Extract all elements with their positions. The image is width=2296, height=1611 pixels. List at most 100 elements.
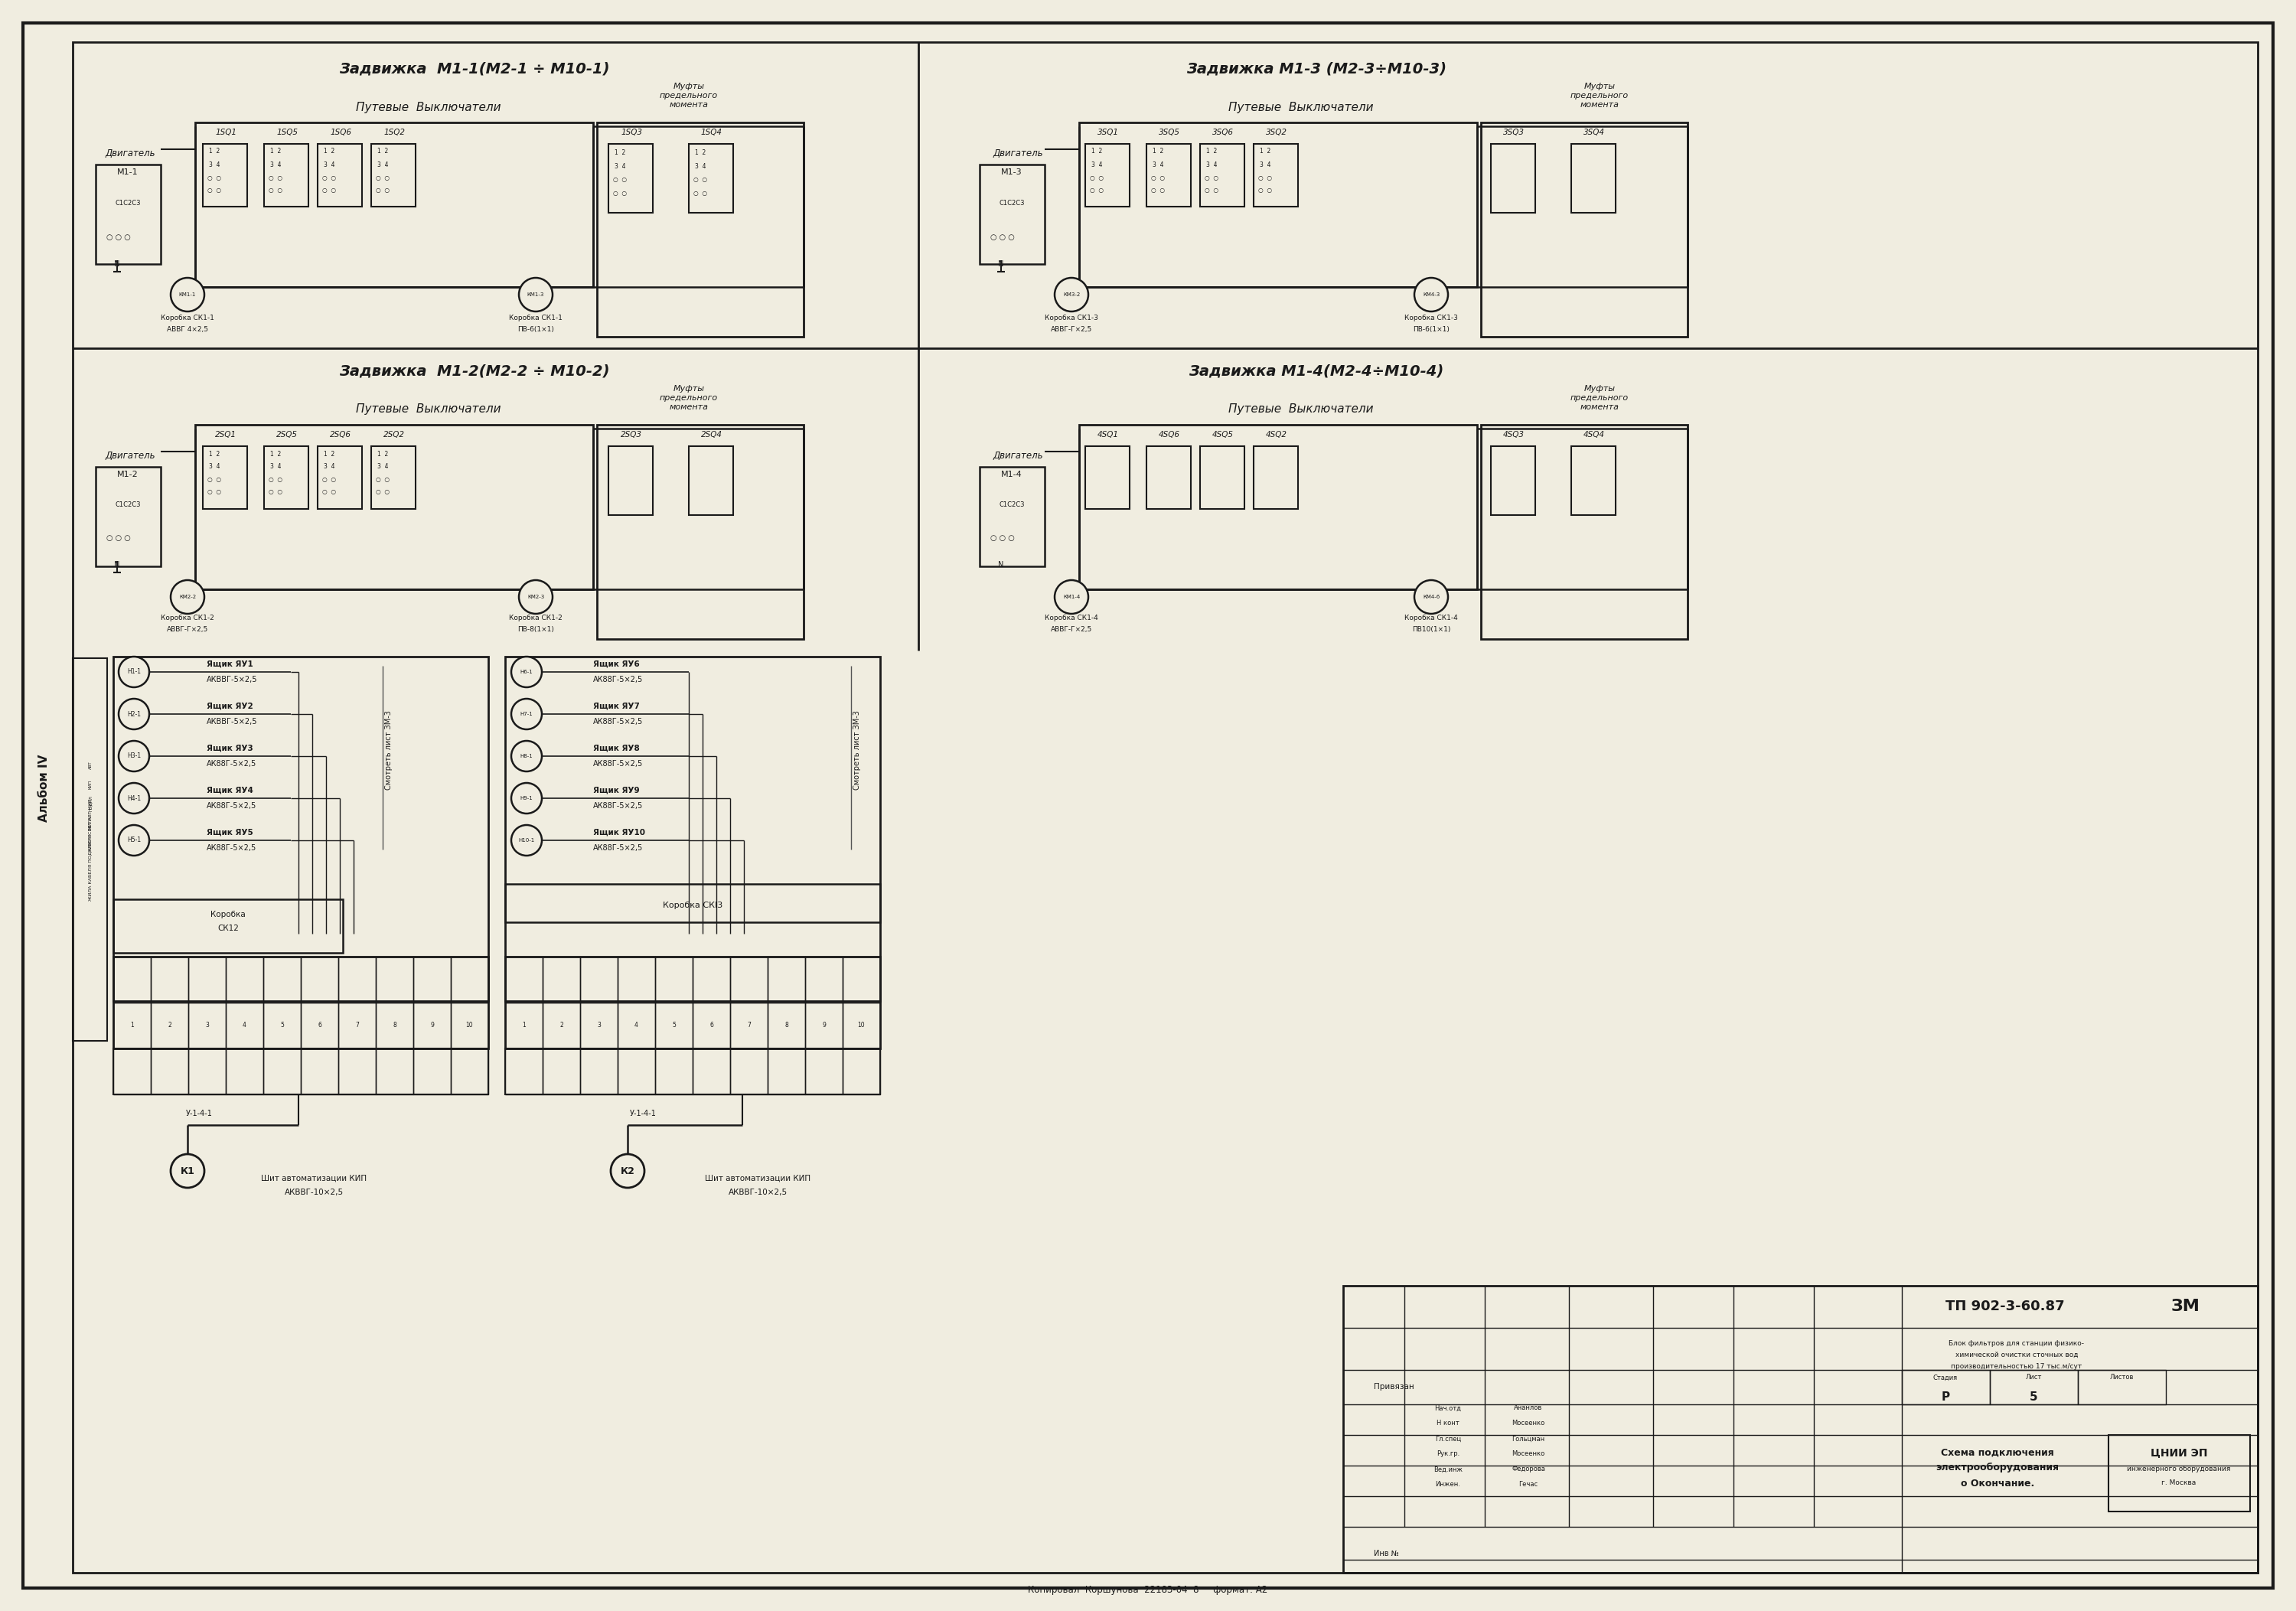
Text: 3  4: 3 4 bbox=[324, 464, 335, 470]
Circle shape bbox=[1054, 277, 1088, 311]
Circle shape bbox=[170, 580, 204, 614]
Text: N: N bbox=[115, 561, 119, 569]
Bar bbox=[195, 425, 592, 590]
Text: 1SQ5: 1SQ5 bbox=[276, 129, 298, 137]
Text: 3  4: 3 4 bbox=[271, 161, 280, 168]
Text: 4SQ1: 4SQ1 bbox=[1097, 430, 1118, 438]
Bar bbox=[1086, 143, 1130, 206]
Text: о Окончание.: о Окончание. bbox=[1961, 1479, 2034, 1489]
Text: Н конт: Н конт bbox=[1437, 1419, 1460, 1427]
Text: ○  ○: ○ ○ bbox=[377, 477, 390, 483]
Bar bbox=[317, 446, 363, 509]
Text: ○  ○: ○ ○ bbox=[693, 177, 707, 184]
Bar bbox=[301, 1049, 338, 1094]
Bar bbox=[693, 1049, 730, 1094]
Bar bbox=[689, 446, 732, 516]
Text: 8: 8 bbox=[785, 1021, 788, 1029]
Bar bbox=[188, 957, 225, 1002]
Bar bbox=[113, 1049, 489, 1094]
Bar bbox=[597, 425, 804, 640]
Text: 5: 5 bbox=[673, 1021, 675, 1029]
Text: ПВ10(1×1): ПВ10(1×1) bbox=[1412, 625, 1451, 633]
Text: ЦНИИ ЭП: ЦНИИ ЭП bbox=[2151, 1447, 2206, 1458]
Text: C1C2C3: C1C2C3 bbox=[999, 501, 1024, 509]
Text: ○  ○: ○ ○ bbox=[321, 488, 335, 496]
Bar bbox=[581, 1049, 618, 1094]
Text: ○  ○: ○ ○ bbox=[207, 174, 220, 180]
Bar bbox=[730, 957, 767, 1002]
Text: 3  4: 3 4 bbox=[271, 464, 280, 470]
Bar bbox=[980, 164, 1045, 264]
Text: Гольцман: Гольцман bbox=[1511, 1435, 1545, 1442]
Text: Двигатель: Двигатель bbox=[106, 451, 156, 461]
Bar bbox=[301, 1002, 338, 1049]
Text: Коробка СК1-2: Коробка СК1-2 bbox=[510, 615, 563, 622]
Text: Н6-1: Н6-1 bbox=[521, 670, 533, 675]
Bar bbox=[654, 957, 693, 1002]
Text: 3  4: 3 4 bbox=[696, 163, 705, 171]
Text: 1SQ1: 1SQ1 bbox=[216, 129, 236, 137]
Bar bbox=[113, 1002, 152, 1049]
Bar bbox=[413, 957, 450, 1002]
Text: ПВ-8(1×1): ПВ-8(1×1) bbox=[517, 625, 553, 633]
Text: АКВВГ-5×2,5: АКВВГ-5×2,5 bbox=[207, 675, 257, 683]
Bar bbox=[338, 1002, 377, 1049]
Text: Листов: Листов bbox=[2110, 1374, 2133, 1381]
Text: Н9-1: Н9-1 bbox=[521, 796, 533, 801]
Text: 3  4: 3 4 bbox=[377, 161, 388, 168]
Bar bbox=[608, 143, 652, 213]
Text: 2SQ4: 2SQ4 bbox=[700, 430, 723, 438]
Text: ПВ-6(1×1): ПВ-6(1×1) bbox=[1412, 325, 1449, 332]
Text: Двигатель: Двигатель bbox=[106, 148, 156, 158]
Text: Н8-1: Н8-1 bbox=[521, 754, 533, 759]
Text: электрооборудования: электрооборудования bbox=[1936, 1463, 2060, 1472]
Text: 3  4: 3 4 bbox=[1153, 161, 1164, 168]
Text: 10: 10 bbox=[859, 1021, 866, 1029]
Bar bbox=[202, 143, 248, 206]
Text: Инжен.: Инжен. bbox=[1435, 1481, 1460, 1489]
Text: Муфты
предельного
момента: Муфты предельного момента bbox=[659, 82, 719, 108]
Text: 1  2: 1 2 bbox=[1153, 148, 1164, 155]
Circle shape bbox=[519, 277, 553, 311]
Text: 2SQ1: 2SQ1 bbox=[216, 430, 236, 438]
Text: Р: Р bbox=[1940, 1390, 1949, 1403]
Text: Муфты
предельного
момента: Муфты предельного момента bbox=[1570, 385, 1628, 411]
Text: Шит автоматизации КИП: Шит автоматизации КИП bbox=[262, 1174, 367, 1182]
Text: Коробка СК1-3: Коробка СК1-3 bbox=[1405, 314, 1458, 321]
Text: ○  ○: ○ ○ bbox=[207, 488, 220, 496]
Text: Коробка СК1-4: Коробка СК1-4 bbox=[1045, 615, 1097, 622]
Text: Путевые  Выключатели: Путевые Выключатели bbox=[1228, 101, 1373, 113]
Text: ЖИЛА КАБЕЛЯ ПОДКЛЮЧ СВЕТ АВТ КИП: ЖИЛА КАБЕЛЯ ПОДКЛЮЧ СВЕТ АВТ КИП bbox=[87, 799, 92, 901]
Text: ○  ○: ○ ○ bbox=[377, 187, 390, 193]
Bar bbox=[1079, 425, 1476, 590]
Bar bbox=[113, 657, 489, 1000]
Bar bbox=[264, 1049, 301, 1094]
Bar bbox=[618, 1002, 654, 1049]
Bar bbox=[608, 446, 652, 516]
Circle shape bbox=[170, 277, 204, 311]
Text: ○  ○: ○ ○ bbox=[377, 488, 390, 496]
Text: ○  ○: ○ ○ bbox=[269, 488, 282, 496]
Text: КМ1-3: КМ1-3 bbox=[528, 292, 544, 296]
Text: КМ2-3: КМ2-3 bbox=[528, 594, 544, 599]
Text: Путевые  Выключатели: Путевые Выключатели bbox=[1228, 404, 1373, 416]
Text: Гечас: Гечас bbox=[1518, 1481, 1538, 1489]
Text: 1  2: 1 2 bbox=[377, 148, 388, 155]
Text: Нач.отд: Нач.отд bbox=[1435, 1405, 1460, 1411]
Text: 3: 3 bbox=[204, 1021, 209, 1029]
Text: Блок фильтров для станции физико-: Блок фильтров для станции физико- bbox=[1949, 1340, 2085, 1347]
Text: К2: К2 bbox=[620, 1166, 634, 1176]
Text: Н3-1: Н3-1 bbox=[126, 752, 140, 759]
Bar bbox=[689, 143, 732, 213]
Text: 3  4: 3 4 bbox=[209, 464, 220, 470]
Circle shape bbox=[119, 741, 149, 772]
Text: Задвижка М1-3 (М2-3÷М10-3): Задвижка М1-3 (М2-3÷М10-3) bbox=[1187, 61, 1446, 76]
Bar bbox=[1254, 143, 1297, 206]
Bar bbox=[1481, 425, 1688, 640]
Text: Ящик ЯУ9: Ящик ЯУ9 bbox=[592, 786, 641, 794]
Text: C1C2C3: C1C2C3 bbox=[999, 200, 1024, 206]
Text: 1  2: 1 2 bbox=[324, 451, 335, 458]
Circle shape bbox=[512, 699, 542, 730]
Text: 1SQ2: 1SQ2 bbox=[383, 129, 404, 137]
Bar bbox=[843, 1002, 879, 1049]
